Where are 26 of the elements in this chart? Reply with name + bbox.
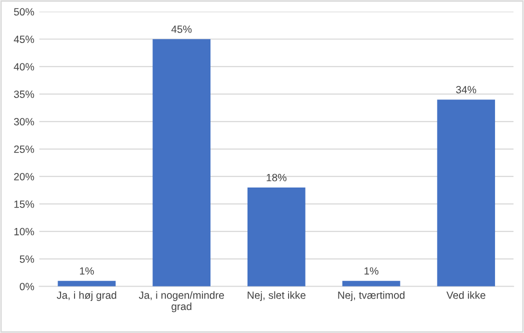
y-tick-label: 0%	[20, 282, 34, 290]
y-tick-label: 5%	[20, 255, 34, 263]
x-tick-label: Ved ikke	[446, 291, 486, 299]
bar	[342, 280, 400, 286]
y-tick-label: 50%	[14, 8, 34, 16]
y-tick-label: 15%	[14, 200, 34, 208]
data-label: 34%	[456, 86, 476, 94]
data-label: 1%	[80, 267, 94, 275]
y-tick-label: 20%	[14, 172, 34, 180]
bar	[247, 187, 306, 286]
y-tick-label: 25%	[14, 146, 34, 153]
data-label: 18%	[266, 174, 286, 182]
data-label: 1%	[364, 267, 378, 275]
y-tick-label: 40%	[14, 63, 34, 70]
y-tick-label: 45%	[14, 36, 34, 44]
y-tick-label: 30%	[14, 118, 34, 126]
y-tick-label: 35%	[14, 90, 34, 98]
bar	[58, 280, 116, 286]
y-tick-label: 10%	[14, 228, 34, 236]
bar	[437, 100, 496, 286]
x-tick-label: Ja, i høj grad	[56, 291, 116, 301]
bar	[152, 39, 210, 286]
x-tick-label: Nej, slet ikke	[248, 291, 306, 301]
x-tick-label: Ja, i nogen/mindre grad	[138, 291, 224, 312]
data-label: 45%	[171, 26, 192, 33]
x-tick-label: Nej, tværtimod	[338, 291, 404, 301]
